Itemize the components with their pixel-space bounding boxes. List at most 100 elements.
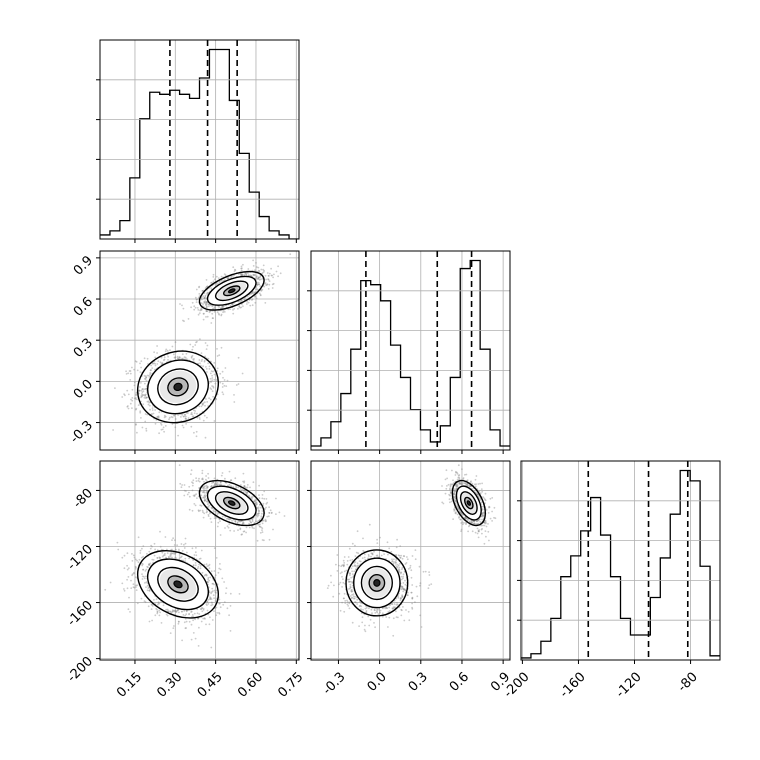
scatter-point: [246, 491, 249, 494]
scatter-point: [211, 281, 213, 284]
scatter-point: [157, 360, 160, 363]
scatter-point: [140, 389, 143, 392]
scatter-point: [143, 600, 146, 602]
scatter-point: [212, 386, 215, 389]
contour-line: [198, 270, 265, 311]
scatter-point: [247, 301, 250, 304]
scatter-point: [261, 510, 264, 512]
scatter-point: [201, 469, 204, 472]
scatter-point: [208, 397, 211, 400]
scatter-point: [151, 619, 154, 622]
scatter-point: [266, 272, 269, 274]
scatter-point: [208, 563, 211, 566]
scatter-point: [146, 413, 149, 416]
scatter-point: [154, 409, 157, 411]
scatter-point: [185, 418, 188, 421]
scatter-point: [213, 373, 216, 376]
scatter-point: [229, 304, 232, 307]
scatter-point: [175, 557, 178, 560]
scatter-point: [229, 605, 232, 607]
scatter-point: [198, 312, 201, 314]
scatter-point: [166, 608, 169, 611]
scatter-point: [145, 396, 148, 399]
scatter-point: [206, 604, 208, 606]
panel-p1-p1: [307, 250, 511, 454]
scatter-point: [193, 308, 196, 311]
scatter-point: [212, 395, 215, 398]
scatter-point: [126, 389, 129, 392]
scatter-point: [172, 353, 175, 356]
scatter-point: [191, 348, 194, 351]
scatter-point: [243, 530, 246, 533]
scatter-point: [133, 384, 136, 387]
scatter-point: [219, 606, 222, 609]
scatter-point: [206, 609, 209, 612]
scatter-point: [140, 366, 143, 369]
scatter-point: [202, 419, 205, 422]
scatter-point: [248, 522, 251, 525]
scatter-point: [236, 521, 239, 524]
scatter-point: [203, 496, 205, 499]
scatter-point: [226, 379, 229, 382]
scatter-point: [240, 265, 243, 268]
scatter-point: [205, 306, 208, 309]
scatter-point: [135, 566, 137, 569]
scatter-point: [229, 592, 232, 595]
scatter-point: [232, 302, 235, 305]
scatter-p0_p1: [112, 253, 292, 439]
scatter-point: [222, 393, 225, 396]
scatter-point: [141, 573, 143, 575]
scatter-point: [141, 562, 143, 565]
scatter-point: [171, 610, 174, 613]
scatter-point: [218, 602, 221, 605]
scatter-point: [213, 583, 215, 586]
scatter-point: [198, 286, 200, 289]
scatter-point: [127, 567, 130, 570]
scatter-point: [149, 562, 152, 565]
scatter-point: [171, 345, 174, 348]
scatter-point: [258, 283, 260, 286]
scatter-point: [157, 415, 160, 418]
scatter-point: [251, 298, 254, 301]
scatter-point: [254, 301, 257, 304]
scatter-point: [252, 481, 255, 484]
scatter-point: [264, 282, 267, 284]
scatter-point: [180, 416, 182, 418]
scatter-point: [154, 364, 157, 367]
scatter-point: [164, 536, 167, 538]
scatter-point: [212, 385, 215, 388]
scatter-point: [206, 580, 209, 583]
scatter-point: [195, 341, 197, 344]
scatter-point: [238, 520, 241, 522]
scatter-point: [258, 279, 261, 281]
scatter-point: [249, 304, 252, 307]
scatter-point: [205, 574, 208, 577]
scatter-point: [177, 357, 180, 360]
scatter-point: [261, 522, 264, 525]
scatter-point: [183, 610, 186, 612]
scatter-point: [256, 277, 259, 279]
scatter-point: [223, 273, 226, 275]
scatter-point: [156, 345, 159, 347]
scatter-point: [167, 610, 169, 613]
scatter-point: [182, 614, 185, 616]
scatter-point: [209, 512, 211, 515]
scatter-point: [214, 382, 217, 385]
scatter-point: [146, 552, 148, 555]
scatter-point: [147, 400, 150, 403]
scatter-point: [136, 584, 139, 587]
scatter-point: [161, 555, 164, 558]
scatter-point: [220, 314, 223, 317]
scatter-point: [217, 305, 220, 308]
scatter-point: [218, 354, 221, 357]
scatter-point: [230, 275, 233, 278]
scatter-point: [182, 319, 184, 322]
scatter-point: [199, 309, 202, 312]
scatter-point: [212, 481, 215, 483]
scatter-point: [219, 483, 222, 486]
scatter-point: [232, 312, 235, 315]
scatter-point: [271, 274, 273, 277]
scatter-point: [176, 609, 179, 612]
scatter-point: [195, 435, 198, 438]
scatter-point: [158, 557, 161, 559]
